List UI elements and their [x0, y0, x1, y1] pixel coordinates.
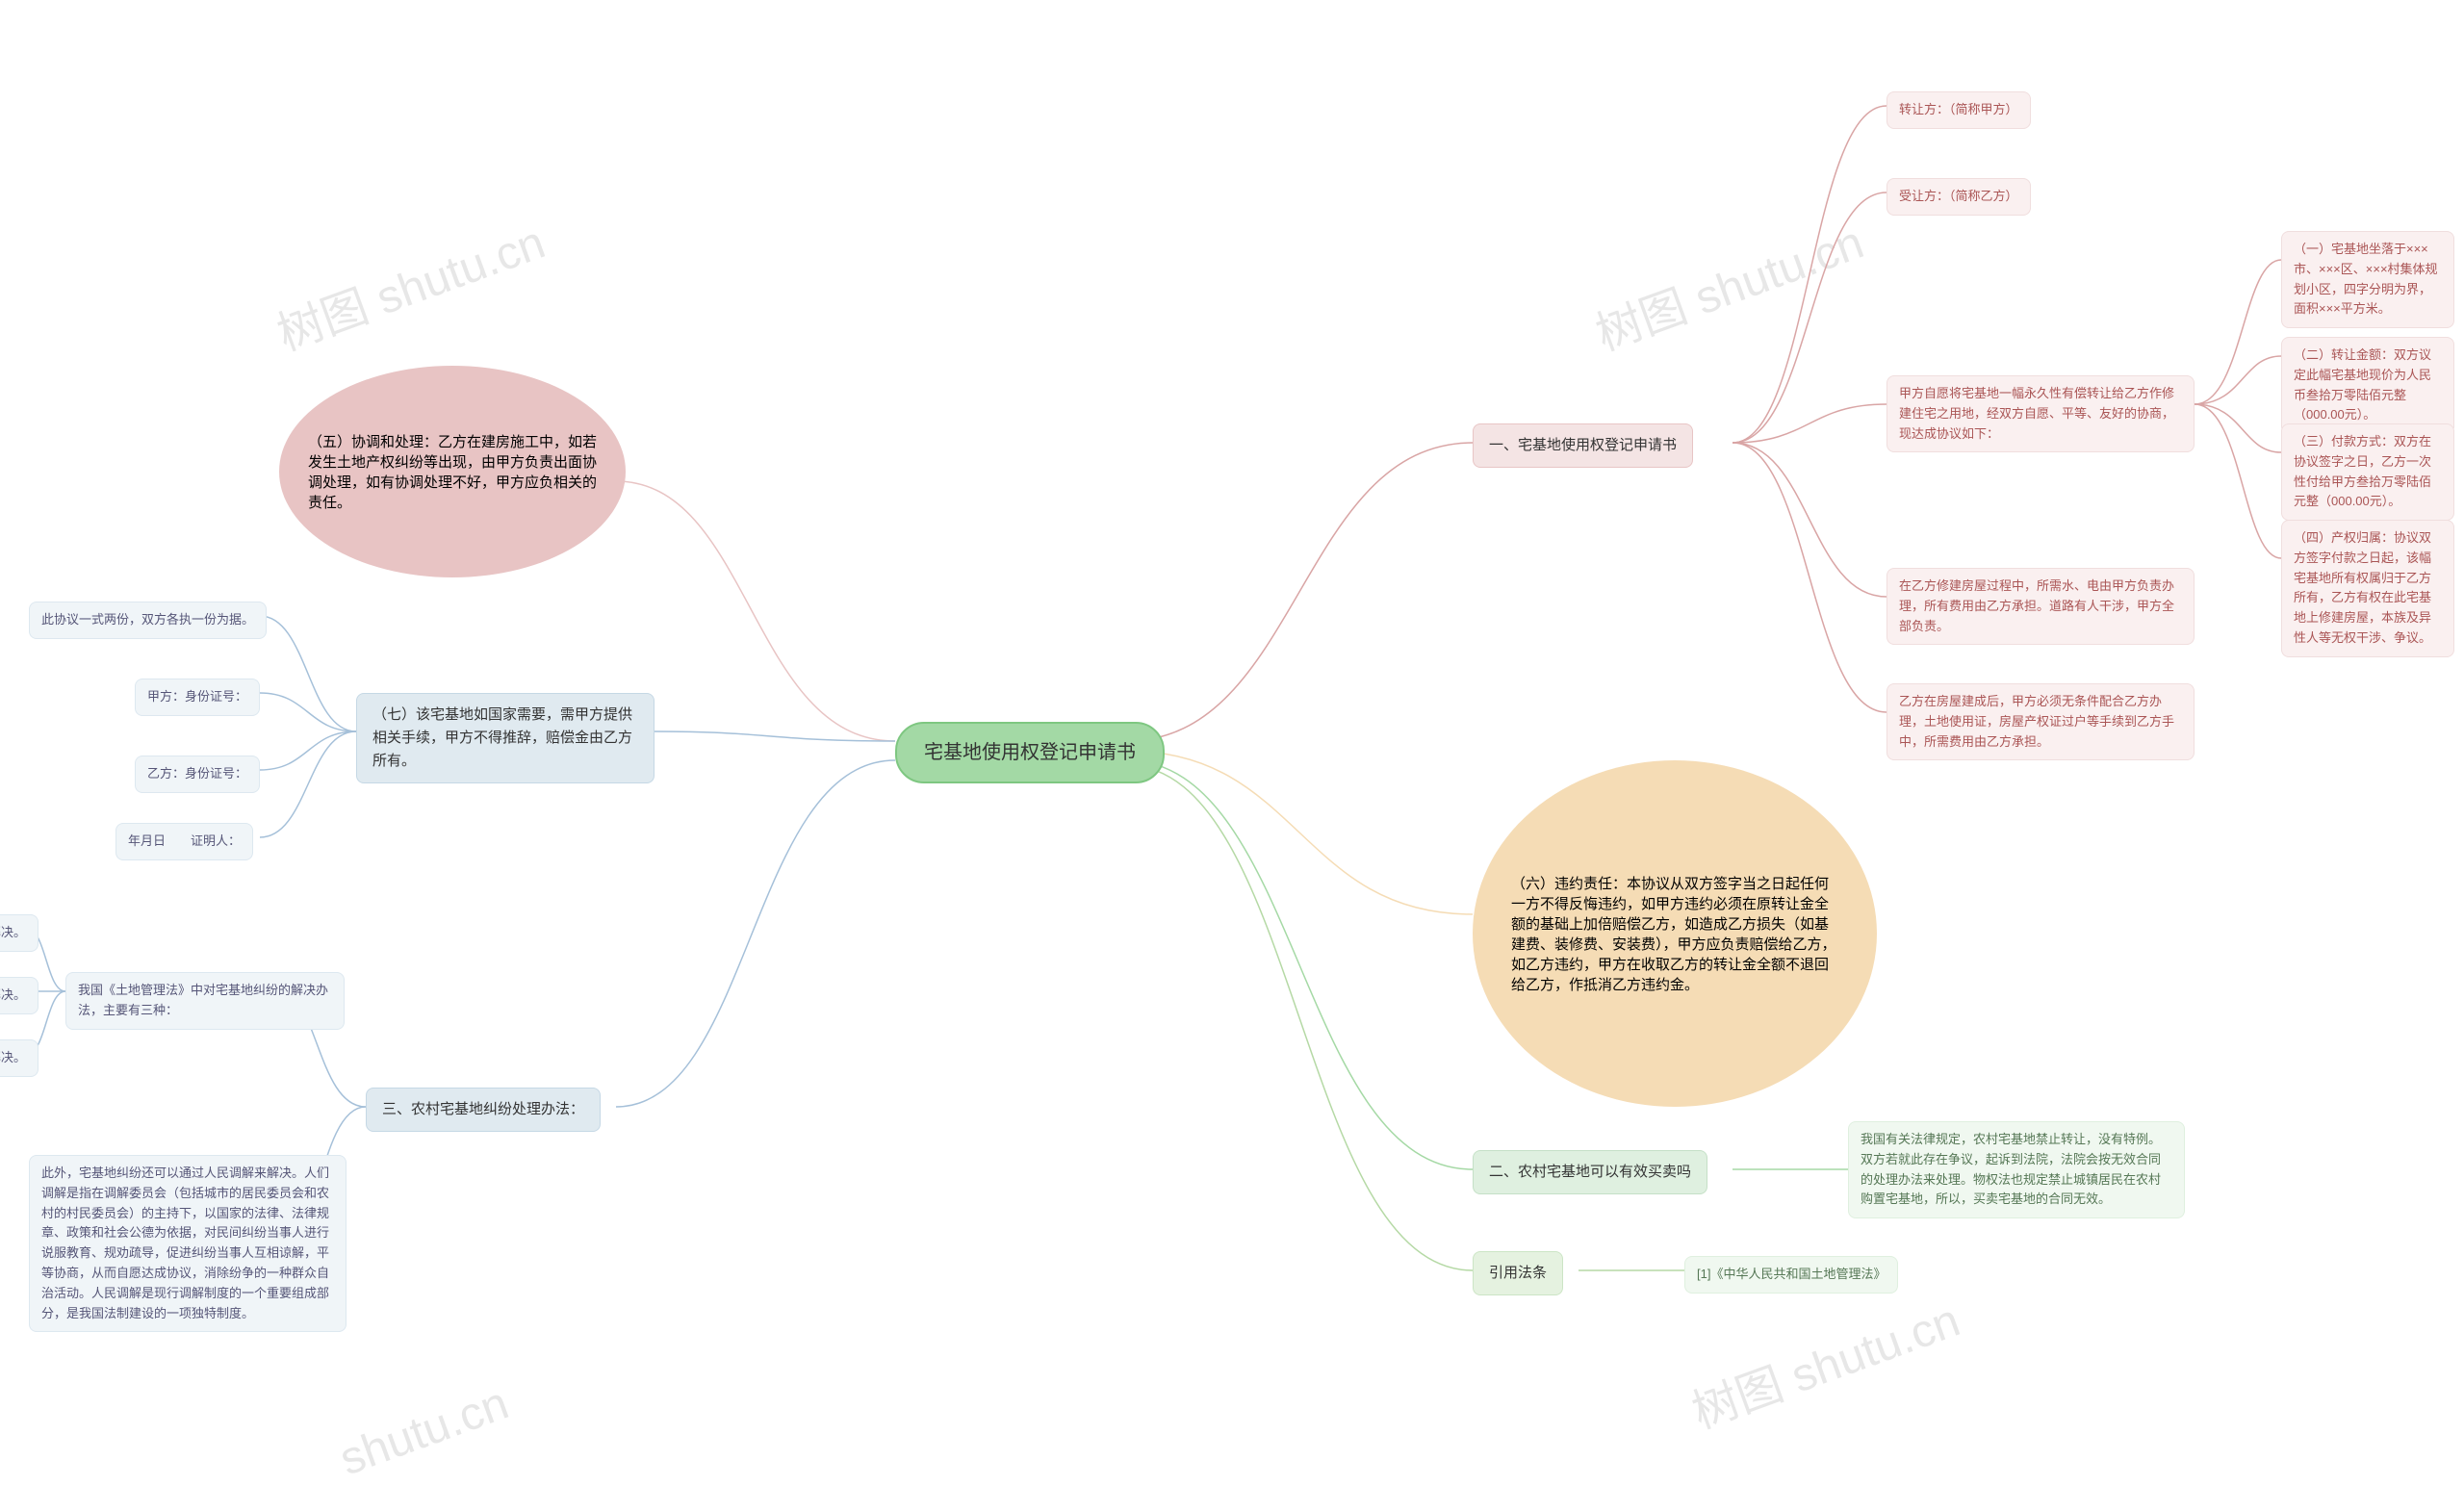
branch-6-label: （六）违约责任：本协议从双方签字当之日起任何一方不得反悔违约，如甲方违约必须在原…: [1511, 873, 1838, 994]
branch-1-transferor: 转让方：（简称甲方）: [1886, 91, 2031, 129]
watermark: 树图 shutu.cn: [267, 204, 552, 363]
branch-1-transferee: 受让方：（简称乙方）: [1886, 178, 2031, 216]
branch-7-yi: 乙方：身份证号：: [135, 756, 260, 793]
watermark: shutu.cn: [333, 1377, 515, 1486]
branch-1-clause2: （二）转让金额：双方议定此幅宅基地现价为人民币叁拾万零陆佰元整（000.00元）…: [2281, 337, 2454, 434]
branch-2-content: 我国有关法律规定，农村宅基地禁止转让，没有特例。双方若就此存在争议，起诉到法院，…: [1848, 1121, 2185, 1218]
branch-5-node[interactable]: （五）协调和处理：乙方在建房施工中，如若发生土地产权纠纷等出现，由甲方负责出面协…: [279, 366, 626, 577]
watermark: 树图 shutu.cn: [1681, 1282, 1967, 1441]
branch-1-clause1: （一）宅基地坐落于×××市、×××区、×××村集体规划小区，四字分明为界，面积×…: [2281, 231, 2454, 328]
branch-1-construction: 在乙方修建房屋过程中，所需水、电由甲方负责办理，所有费用由乙方承担。道路有人干涉…: [1886, 568, 2194, 645]
branch-1-completion: 乙方在房屋建成后，甲方必须无条件配合乙方办理，土地使用证，房屋产权证过户等手续到…: [1886, 683, 2194, 760]
branch-3-extra: 此外，宅基地纠纷还可以通过人民调解来解决。人们调解是指在调解委员会（包括城市的居…: [29, 1155, 346, 1332]
branch-1-clause3: （三）付款方式：双方在协议签字之日，乙方一次性付给甲方叁拾万零陆佰元整（000.…: [2281, 423, 2454, 521]
branch-3-title[interactable]: 三、农村宅基地纠纷处理办法：: [366, 1088, 601, 1132]
branch-7-jia: 甲方：身份证号：: [135, 679, 260, 716]
branch-1-clause4: （四）产权归属：协议双方签字付款之日起，该幅宅基地所有权属归于乙方所有，乙方有权…: [2281, 520, 2454, 657]
branch-5-label: （五）协调和处理：乙方在建房施工中，如若发生土地产权纠纷等出现，由甲方负责出面协…: [308, 431, 597, 512]
branch-ref-content: [1]《中华人民共和国土地管理法》: [1684, 1256, 1898, 1294]
branch-1-title[interactable]: 一、宅基地使用权登记申请书: [1473, 423, 1693, 468]
branch-ref-title[interactable]: 引用法条: [1473, 1251, 1563, 1295]
branch-3-intro: 我国《土地管理法》中对宅基地纠纷的解决办法，主要有三种：: [65, 972, 345, 1030]
branch-7-date: 年月日 证明人：: [116, 823, 253, 860]
branch-3-item-b: （二）行政解决。: [0, 977, 38, 1014]
watermark: 树图 shutu.cn: [1585, 204, 1871, 363]
branch-7-copies: 此协议一式两份，双方各执一份为据。: [29, 602, 267, 639]
branch-7-title[interactable]: （七）该宅基地如国家需要，需甲方提供相关手续，甲方不得推辞，赔偿金由乙方所有。: [356, 693, 654, 783]
branch-3-item-c: （三）司法解决。: [0, 1039, 38, 1077]
branch-2-title[interactable]: 二、农村宅基地可以有效买卖吗: [1473, 1150, 1707, 1194]
branch-1-agreement-intro: 甲方自愿将宅基地一幅永久性有偿转让给乙方作修建住宅之用地，经双方自愿、平等、友好…: [1886, 375, 2194, 452]
branch-6-node[interactable]: （六）违约责任：本协议从双方签字当之日起任何一方不得反悔违约，如甲方违约必须在原…: [1473, 760, 1877, 1107]
branch-3-item-a: （一）协商解决。: [0, 914, 38, 952]
center-node[interactable]: 宅基地使用权登记申请书: [895, 722, 1165, 783]
